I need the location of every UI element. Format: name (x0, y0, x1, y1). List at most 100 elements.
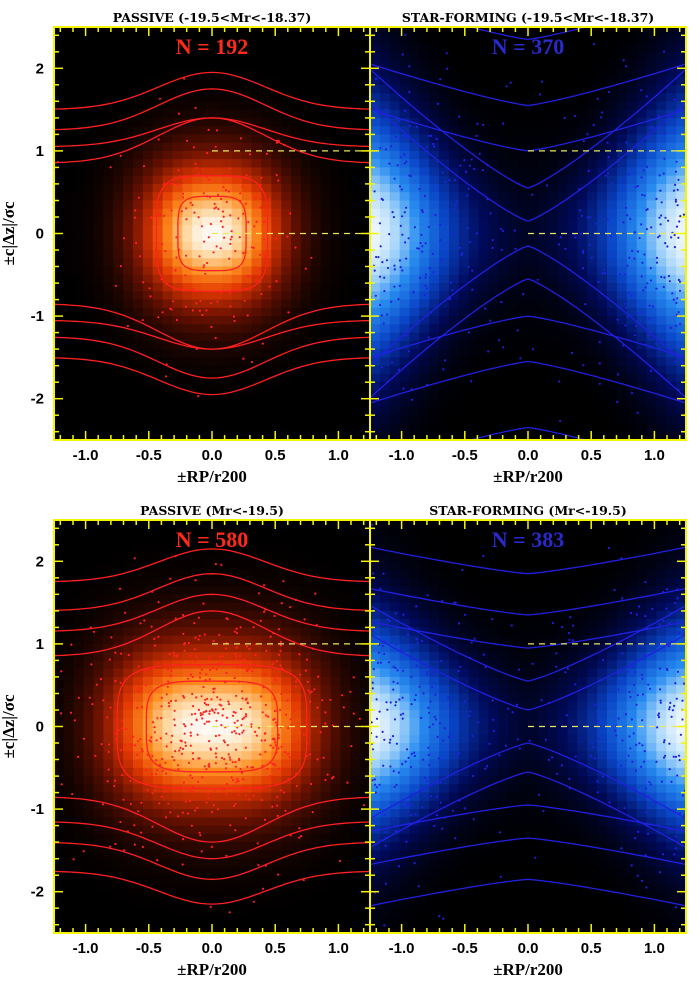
heatmap-cell (439, 27, 450, 36)
heatmap-cell (547, 398, 559, 408)
heatmap-cell (449, 93, 460, 102)
heatmap-cell (152, 60, 164, 69)
heatmap-cell (192, 891, 203, 901)
heatmap-cell (54, 150, 65, 160)
heatmap-cell (310, 84, 322, 94)
heatmap-cell (281, 643, 292, 653)
heatmap-cell (142, 709, 154, 719)
heatmap-cell (202, 586, 213, 595)
heatmap-cell (676, 167, 686, 177)
heatmap-cell (123, 340, 134, 350)
heatmap-cell (83, 809, 95, 818)
heatmap-cell (133, 866, 144, 876)
heatmap-cell (103, 68, 114, 78)
heatmap-cell (419, 134, 430, 144)
heatmap-cell (162, 200, 174, 210)
heatmap-cell (429, 84, 440, 94)
galaxy-point (165, 375, 168, 378)
heatmap-cell (488, 142, 499, 152)
heatmap-cell (616, 167, 628, 177)
heatmap-cell (261, 899, 272, 909)
heatmap-cell (666, 43, 677, 53)
heatmap-cell (133, 373, 144, 383)
heatmap-cell (458, 150, 470, 160)
heatmap-cell (113, 241, 124, 251)
heatmap-cell (310, 101, 322, 111)
heatmap-cell (192, 60, 203, 69)
galaxy-point (630, 392, 634, 395)
heatmap-cell (113, 250, 124, 259)
heatmap-cell (83, 734, 95, 744)
heatmap-cell (607, 142, 618, 152)
heatmap-cell (231, 709, 243, 719)
heatmap-cell (261, 676, 272, 686)
galaxy-point (182, 196, 185, 199)
heatmap-cell (73, 833, 85, 843)
galaxy-point (217, 193, 220, 196)
galaxy-point (163, 214, 166, 217)
heatmap-cell (83, 150, 95, 160)
heatmap-cell (261, 726, 272, 736)
heatmap-cell (241, 431, 253, 440)
galaxy-point (581, 251, 585, 254)
heatmap-cell (676, 142, 686, 152)
heatmap-cell (231, 693, 243, 703)
galaxy-point (268, 285, 271, 288)
heatmap-cell (123, 283, 134, 292)
heatmap-cell (300, 423, 312, 433)
heatmap-cell (478, 332, 490, 342)
heatmap-cell (547, 332, 559, 342)
heatmap-cell (587, 150, 598, 160)
galaxy-point (409, 124, 412, 127)
galaxy-count-label: N = 370 (492, 34, 564, 59)
heatmap-cell (93, 883, 104, 893)
heatmap-cell (291, 373, 302, 383)
heatmap-cell (330, 349, 341, 358)
heatmap-cell (123, 602, 134, 612)
heatmap-cell (261, 875, 272, 885)
heatmap-cell (271, 175, 282, 185)
galaxy-point (201, 313, 204, 317)
heatmap-cell (113, 175, 124, 185)
heatmap-cell (123, 167, 134, 177)
heatmap-cell (291, 266, 302, 276)
heatmap-cell (449, 274, 460, 284)
heatmap-cell (93, 365, 104, 375)
heatmap-cell (221, 274, 233, 284)
heatmap-cell (350, 192, 361, 202)
heatmap-cell (607, 365, 618, 375)
heatmap-cell (63, 627, 75, 637)
heatmap-cell (241, 60, 253, 69)
heatmap-cell (83, 528, 95, 538)
heatmap-cell (310, 175, 322, 185)
heatmap-cell (123, 883, 134, 893)
heatmap-cell (182, 134, 193, 144)
heatmap-cell (162, 833, 174, 843)
heatmap-cell (281, 60, 292, 69)
heatmap-cell (330, 398, 341, 408)
heatmap-cell (587, 423, 598, 433)
heatmap-cell (370, 60, 381, 69)
heatmap-cell (557, 93, 569, 102)
heatmap-cell (310, 258, 322, 268)
heatmap-cell (656, 382, 667, 392)
galaxy-point (626, 264, 629, 267)
heatmap-cell (202, 627, 213, 637)
heatmap-cell (399, 349, 411, 358)
heatmap-cell (350, 43, 361, 53)
galaxy-point (263, 255, 267, 258)
heatmap-cell (498, 324, 509, 334)
heatmap-cell (261, 569, 272, 579)
heatmap-cell (152, 142, 164, 152)
heatmap-cell (142, 577, 154, 587)
galaxy-point (647, 334, 650, 337)
heatmap-cell (508, 365, 519, 375)
heatmap-cell (212, 619, 223, 628)
heatmap-cell (300, 35, 312, 45)
heatmap-cell (152, 916, 164, 926)
heatmap-cell (231, 241, 243, 251)
heatmap-cell (103, 150, 114, 160)
heatmap-cell (54, 842, 65, 851)
galaxy-point (375, 77, 378, 80)
heatmap-cell (182, 109, 193, 119)
